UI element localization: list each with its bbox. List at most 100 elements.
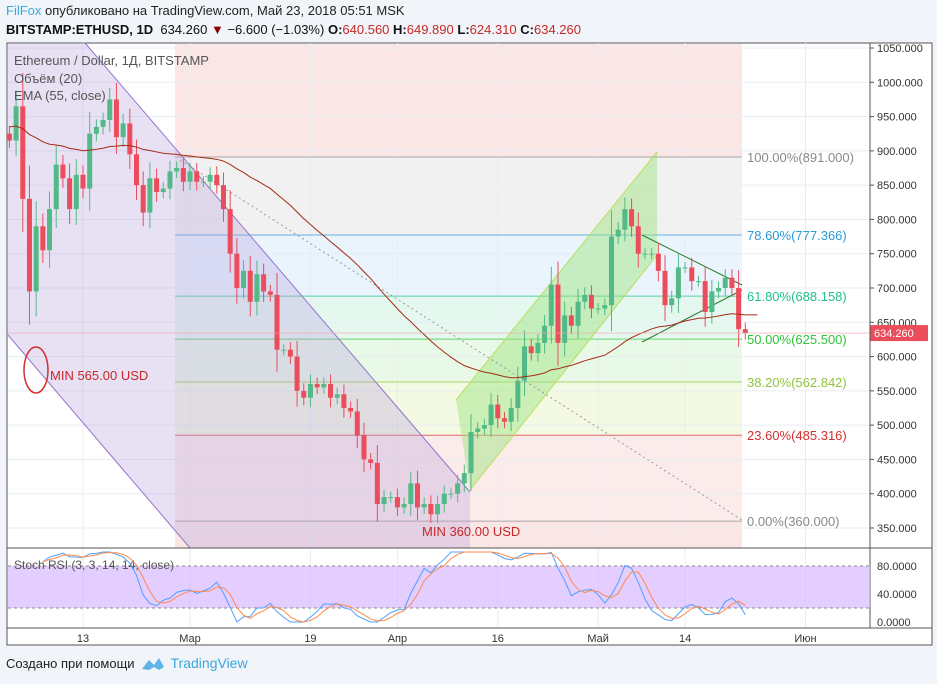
candle: [374, 462, 380, 504]
candle: [522, 346, 528, 381]
close-value: 634.260: [534, 22, 581, 37]
min-565-label: MIN 565.00 USD: [50, 368, 148, 383]
publish-info: FilFox опубликовано на TradingView.com, …: [6, 3, 405, 18]
y-tick-label: 900.000: [877, 146, 917, 158]
x-tick-label: Май: [587, 633, 609, 645]
fib-label: 78.60%(777.366): [747, 228, 847, 243]
candle: [6, 133, 12, 141]
candle: [421, 503, 427, 508]
candle: [675, 267, 681, 299]
x-tick-label: 13: [77, 633, 89, 645]
stoch-d-line: [42, 551, 746, 623]
candle: [736, 287, 742, 330]
candle: [515, 380, 521, 408]
stoch-tick-label: 0.0000: [877, 617, 911, 629]
candle: [13, 106, 19, 141]
descending-channel: [8, 43, 470, 548]
y-tick-label: 400.000: [877, 489, 917, 501]
candle: [93, 126, 99, 134]
channel-line: [7, 334, 191, 549]
candle: [682, 267, 688, 269]
y-tick-label: 1050.000: [877, 43, 923, 55]
candle: [394, 497, 400, 508]
tradingview-link[interactable]: TradingView: [170, 655, 248, 671]
tradingview-logo-icon: [141, 658, 164, 670]
candle: [548, 284, 554, 326]
candle: [67, 178, 73, 210]
candle: [354, 411, 360, 436]
y-tick-label: 950.000: [877, 112, 917, 124]
candle: [695, 281, 701, 283]
c-label: C:: [520, 22, 534, 37]
candle: [174, 167, 180, 172]
candle: [582, 294, 588, 302]
candle: [575, 301, 581, 326]
last-price-badge: [870, 325, 928, 342]
author-link[interactable]: FilFox: [6, 3, 42, 18]
stoch-tick-label: 40.0000: [877, 589, 917, 601]
candle: [508, 407, 514, 422]
candle: [227, 209, 233, 254]
fib-label: 0.00%(360.000): [747, 514, 840, 529]
candle: [635, 226, 641, 254]
candle: [247, 270, 253, 302]
candle: [481, 425, 487, 429]
candle: [622, 209, 628, 230]
candle: [729, 277, 735, 288]
candle: [220, 185, 226, 210]
candle: [468, 431, 474, 474]
x-tick-label: Мар: [179, 633, 201, 645]
candle: [388, 497, 394, 499]
candle: [615, 229, 621, 237]
candle: [722, 277, 728, 288]
candle: [348, 407, 354, 412]
candle: [488, 404, 494, 426]
candle: [669, 298, 675, 306]
y-tick-label: 500.000: [877, 420, 917, 432]
candle: [47, 209, 53, 251]
candle: [167, 171, 173, 189]
candle: [33, 226, 39, 292]
candle: [401, 503, 407, 508]
candle: [408, 483, 414, 504]
candle: [435, 503, 441, 515]
candle: [328, 383, 334, 398]
candle: [595, 308, 601, 310]
candle: [147, 178, 153, 213]
candle: [542, 325, 548, 343]
fib-label: 38.20%(562.842): [747, 375, 847, 390]
candle: [495, 404, 501, 419]
legend-ema: EMA (55, close): [14, 88, 106, 103]
fib-zone: [175, 234, 742, 297]
y-tick-label: 600.000: [877, 352, 917, 364]
fib-label: 50.00%(625.500): [747, 332, 847, 347]
candle: [73, 174, 79, 210]
candle: [475, 428, 481, 432]
candle: [200, 181, 206, 183]
candle: [281, 349, 287, 351]
created-with: Создано при помощи: [6, 655, 135, 671]
candle: [702, 281, 708, 312]
symbol: BITSTAMP:ETHUSD, 1D: [6, 22, 154, 37]
candle: [662, 270, 668, 306]
publish-text: опубликовано на TradingView.com, Май 23,…: [45, 3, 405, 18]
candle: [307, 383, 313, 398]
candle: [26, 198, 32, 292]
candle: [535, 342, 541, 354]
ema-line: [9, 125, 758, 379]
fib-zone: [175, 521, 742, 548]
h-label: H:: [393, 22, 407, 37]
trend-line-dotted: [179, 159, 743, 521]
candle: [53, 164, 59, 210]
candle: [361, 435, 367, 460]
candle: [100, 119, 106, 127]
open-value: 640.560: [342, 22, 390, 37]
candle: [254, 274, 260, 302]
candle: [127, 123, 133, 155]
y-tick-label: 350.000: [877, 523, 917, 535]
y-tick-label: 800.000: [877, 214, 917, 226]
candle: [287, 349, 293, 357]
candle: [321, 383, 327, 388]
candle: [180, 167, 186, 182]
